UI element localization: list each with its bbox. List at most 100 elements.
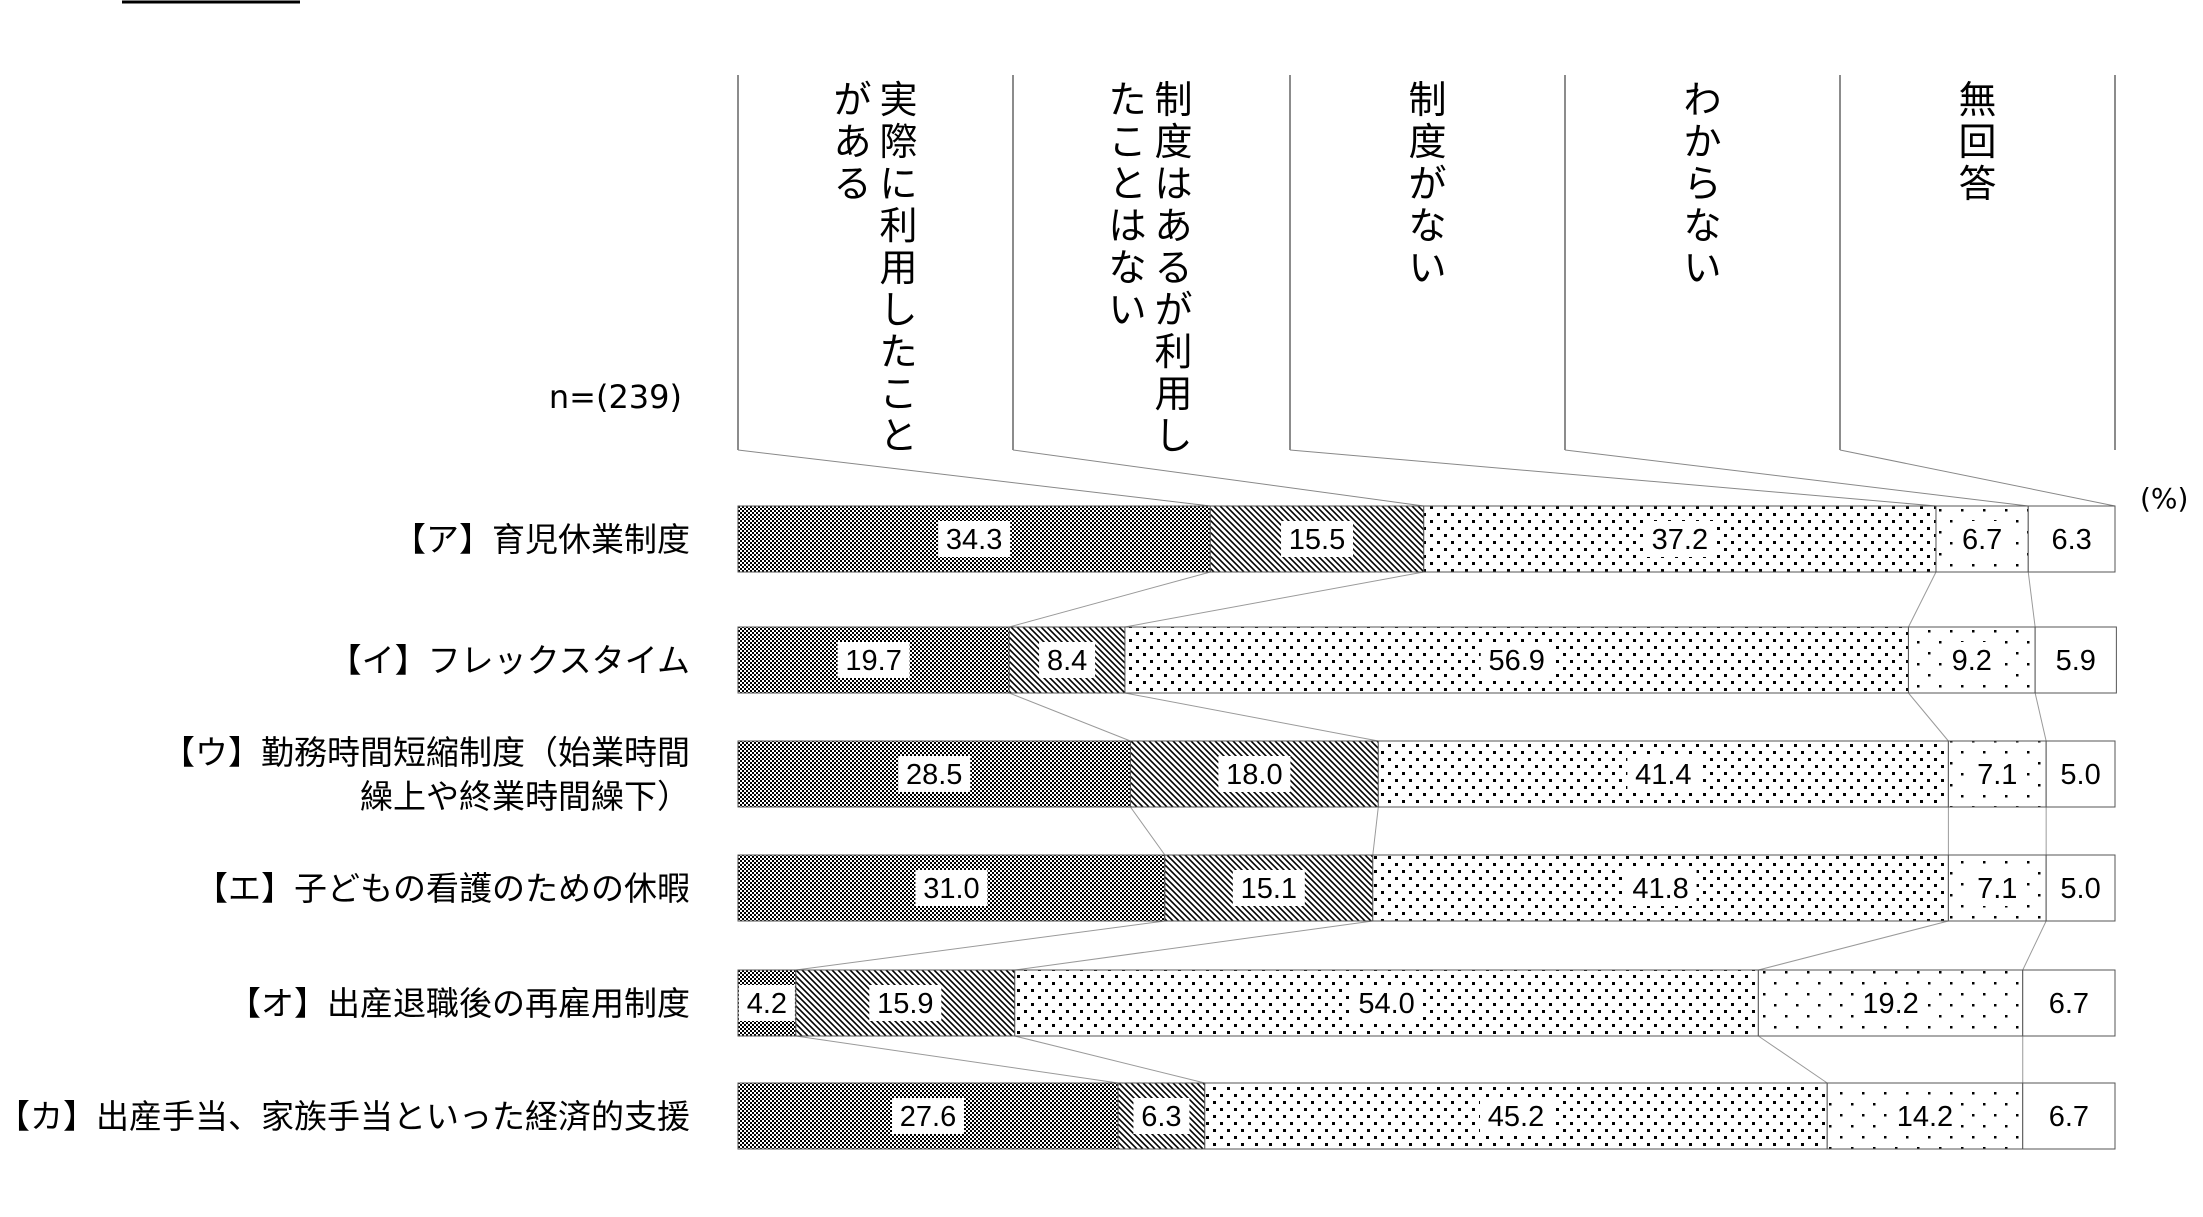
legend-label: 制度がない (1408, 78, 1446, 290)
value-label-bg (1350, 985, 1423, 1021)
legend-label: 制度はあるが利用したことはない (1108, 78, 1192, 458)
value-label: 8.4 (1047, 645, 1087, 677)
connector-line (1130, 806, 1166, 856)
bar-segment (737, 1082, 1119, 1150)
value-label-bg (1969, 756, 2026, 792)
value-label: 5.0 (2060, 873, 2100, 905)
category-label: 【カ】出産手当、家族手当といった経済的支援 (0, 1097, 690, 1136)
bar-segment (2027, 505, 2116, 573)
value-label-bg (1480, 642, 1553, 678)
connector-line (795, 920, 1165, 971)
value-label: 6.7 (2049, 988, 2089, 1020)
value-label-bg (1480, 1098, 1553, 1134)
value-label-bg (1643, 521, 1716, 557)
value-label: 18.0 (1226, 759, 1282, 791)
value-label: 6.7 (1962, 524, 2002, 556)
value-label-bg (738, 985, 795, 1021)
value-label: 6.7 (2049, 1101, 2089, 1133)
value-label-bg (2052, 870, 2109, 906)
connector-line (1009, 571, 1211, 628)
value-label: 5.9 (2056, 645, 2096, 677)
value-label-bg (1133, 1098, 1190, 1134)
legend-leader (1012, 449, 1424, 507)
value-label-bg (2043, 521, 2100, 557)
category-label: 【ウ】勤務時間短縮制度（始業時間 (162, 733, 690, 772)
value-label: 31.0 (923, 873, 979, 905)
value-label-bg (1969, 870, 2026, 906)
connector-line (1124, 571, 1424, 628)
connector-line (1014, 1035, 1205, 1084)
connector-line (1009, 692, 1131, 742)
value-label: 28.5 (906, 759, 962, 791)
value-label: 41.8 (1632, 873, 1688, 905)
value-label-bg (837, 642, 910, 678)
value-label-bg (2047, 642, 2104, 678)
bars: 34.3 15.5 37.2 6.7 6.3 19.7 8.4 56.9 9.2 5.9 28.5 1… (737, 505, 2117, 1150)
category-label: 【ア】育児休業制度 (393, 520, 690, 559)
value-label-bg (2040, 985, 2097, 1021)
legend-label: 実際に利用したことがある (833, 78, 917, 458)
legend-leader (1564, 449, 2029, 507)
value-label-bg (915, 870, 988, 906)
value-label: 6.3 (2051, 524, 2091, 556)
value-label-bg (1039, 642, 1096, 678)
value-label-bg (2040, 1098, 2097, 1134)
connector-line (1758, 1035, 1828, 1084)
value-label-bg (1954, 521, 2011, 557)
sample-size-label: n=(239) (549, 378, 682, 416)
category-label: 【オ】出産退職後の再雇用制度 (228, 984, 690, 1023)
value-label: 15.9 (877, 988, 933, 1020)
value-label-bg (1888, 1098, 1961, 1134)
value-label: 41.4 (1635, 759, 1691, 791)
value-label: 27.6 (900, 1101, 956, 1133)
value-label-bg (1232, 870, 1305, 906)
value-label: 4.2 (747, 988, 787, 1020)
value-label: 15.5 (1289, 524, 1345, 556)
value-label: 5.0 (2060, 759, 2100, 791)
legend-leader (737, 449, 1211, 507)
value-label-bg (869, 985, 942, 1021)
legend-leader (1289, 449, 1937, 507)
value-label-bg (898, 756, 971, 792)
value-label-bg (1624, 870, 1697, 906)
connector-line (2034, 692, 2047, 742)
category-label: 繰上や終業時間繰下） (360, 777, 690, 816)
category-label: 【エ】子どもの看護のための休暇 (195, 869, 690, 908)
connector-line (1124, 692, 1379, 742)
value-label-bg (2052, 756, 2109, 792)
value-label: 45.2 (1488, 1101, 1544, 1133)
category-labels: 【ア】育児休業制度【イ】フレックスタイム【ウ】勤務時間短縮制度（始業時間繰上や終… (0, 520, 690, 1136)
value-label: 14.2 (1897, 1101, 1953, 1133)
value-label: 56.9 (1488, 645, 1544, 677)
value-label: 9.2 (1952, 645, 1992, 677)
value-label: 19.2 (1862, 988, 1918, 1020)
value-label: 34.3 (946, 524, 1002, 556)
value-label-bg (938, 521, 1011, 557)
value-label: 19.7 (845, 645, 901, 677)
connector-line (2022, 920, 2047, 971)
legend-label: 無回答 (1958, 78, 1996, 206)
value-label: 54.0 (1358, 988, 1414, 1020)
value-label-bg (1943, 642, 2000, 678)
legend: 実際に利用したことがある 制度はあるが利用したことはない 制度がない わからない 無回答 (737, 75, 2116, 507)
category-label: 【イ】フレックスタイム (329, 641, 690, 680)
value-label: 7.1 (1977, 873, 2017, 905)
connector-line (795, 1035, 1119, 1084)
unit-label: (%) (2140, 482, 2188, 515)
value-label-bg (1627, 756, 1700, 792)
value-label-bg (1218, 756, 1291, 792)
connector-line (1014, 920, 1373, 971)
value-label-bg (1281, 521, 1354, 557)
connector-line (1908, 571, 1937, 628)
value-label: 6.3 (1141, 1101, 1181, 1133)
connector-line (2027, 571, 2036, 628)
connector-lines (795, 571, 2047, 1084)
legend-leader (1839, 449, 2116, 507)
connector-line (1372, 806, 1379, 856)
connector-line (1908, 692, 1949, 742)
connector-line (1758, 920, 1949, 971)
value-label: 15.1 (1241, 873, 1297, 905)
value-label: 37.2 (1652, 524, 1708, 556)
value-label-bg (892, 1098, 965, 1134)
